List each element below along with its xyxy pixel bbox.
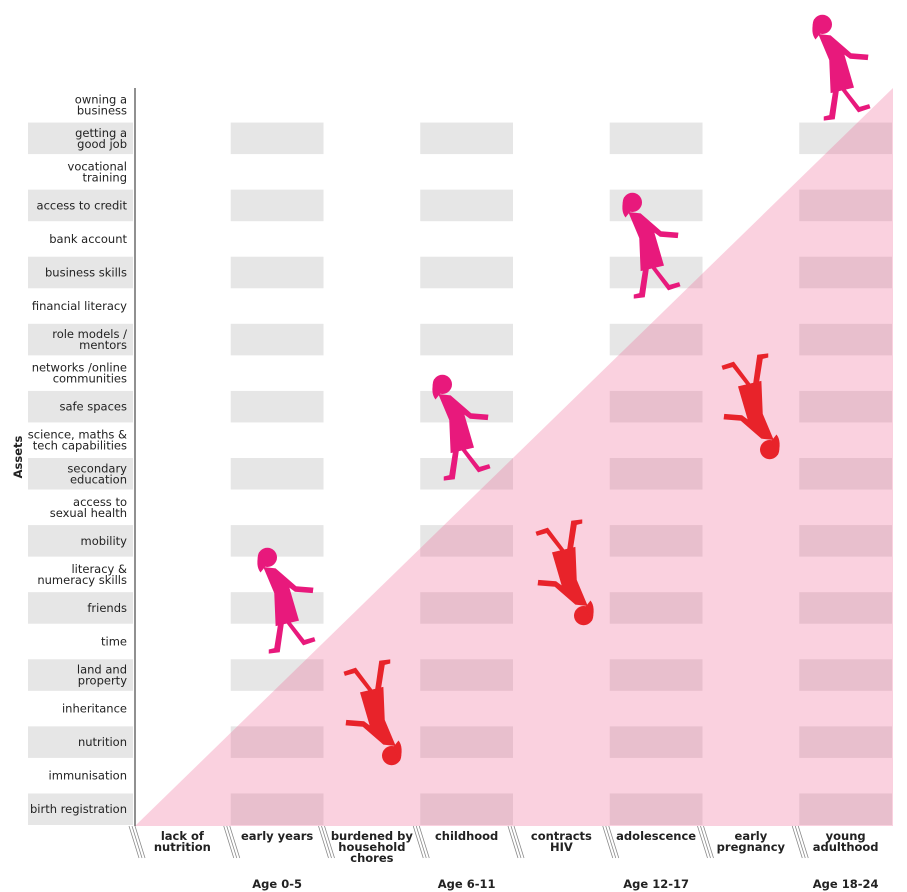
asset-label: sexual health: [50, 506, 127, 520]
tear: [132, 826, 142, 858]
tear: [224, 826, 234, 858]
tear: [135, 826, 145, 858]
tear: [603, 826, 613, 858]
asset-label: business skills: [45, 266, 127, 280]
stage-label: early years: [241, 829, 313, 843]
asset-label: good job: [77, 137, 127, 151]
stage-label: chores: [350, 851, 393, 865]
band: [231, 324, 324, 356]
band: [231, 190, 324, 222]
tear: [319, 826, 329, 858]
age-label: Age 0-5: [252, 877, 302, 891]
tear: [230, 826, 240, 858]
asset-label: inheritance: [62, 702, 127, 716]
stage-label: pregnancy: [717, 840, 786, 854]
stage-label: adolescence: [616, 829, 696, 843]
band: [420, 324, 513, 356]
asset-label: time: [101, 635, 127, 649]
tear: [514, 826, 524, 858]
asset-label: access to credit: [37, 198, 128, 212]
band: [231, 458, 324, 490]
band: [610, 123, 703, 155]
band: [231, 123, 324, 155]
band: [420, 190, 513, 222]
stage-label: nutrition: [154, 840, 211, 854]
band: [420, 257, 513, 289]
asset-label: mentors: [79, 338, 127, 352]
tear: [701, 826, 711, 858]
stage-label: adulthood: [813, 840, 879, 854]
infographic: owning abusinessgetting agood jobvocatio…: [0, 0, 907, 892]
asset-label: birth registration: [30, 802, 127, 816]
asset-label: communities: [53, 372, 127, 386]
band: [231, 391, 324, 423]
asset-label: training: [82, 170, 127, 184]
tear: [792, 826, 802, 858]
band: [231, 257, 324, 289]
asset-label: mobility: [81, 534, 128, 548]
band: [231, 525, 324, 557]
tear: [511, 826, 521, 858]
stage-label: childhood: [435, 829, 498, 843]
band: [420, 123, 513, 155]
tear: [129, 826, 139, 858]
age-label: Age 18-24: [813, 877, 879, 891]
tear: [416, 826, 426, 858]
asset-label: friends: [87, 601, 127, 615]
age-label: Age 6-11: [438, 877, 496, 891]
tear: [606, 826, 616, 858]
asset-label: numeracy skills: [37, 573, 127, 587]
asset-label: education: [70, 472, 127, 486]
age-label: Age 12-17: [623, 877, 689, 891]
tear: [795, 826, 805, 858]
asset-label: nutrition: [78, 735, 127, 749]
asset-label: tech capabilities: [33, 439, 127, 453]
figure: [812, 15, 870, 121]
asset-label: safe spaces: [59, 400, 127, 414]
tear: [227, 826, 237, 858]
asset-label: bank account: [49, 232, 127, 246]
asset-label: business: [77, 103, 127, 117]
tear: [419, 826, 429, 858]
tear: [413, 826, 423, 858]
tear: [704, 826, 714, 858]
tear: [698, 826, 708, 858]
tear: [508, 826, 518, 858]
asset-label: financial literacy: [32, 299, 127, 313]
axis-title: Assets: [11, 435, 25, 478]
asset-label: property: [78, 674, 127, 688]
stage-label: HIV: [550, 840, 573, 854]
asset-label: immunisation: [49, 769, 127, 783]
tear: [798, 826, 808, 858]
content: owning abusinessgetting agood jobvocatio…: [11, 15, 893, 891]
